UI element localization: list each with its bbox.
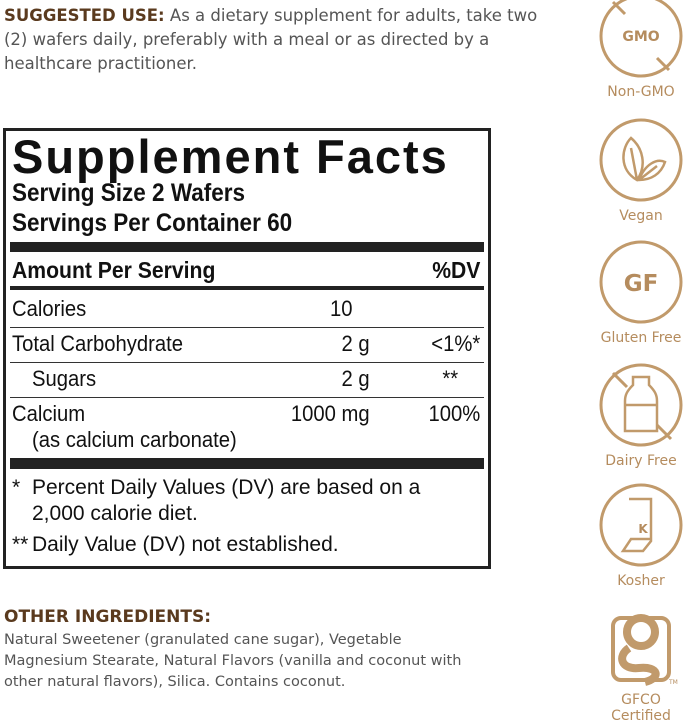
gf-text: GF xyxy=(624,271,659,297)
row-divider xyxy=(10,327,484,328)
badge-non-gmo: GMO Non-GMO xyxy=(599,0,683,100)
badge-dairy-free: Dairy Free xyxy=(599,363,683,469)
serving-size: Serving Size 2 Wafers xyxy=(12,179,246,207)
suggested-use-heading: SUGGESTED USE: xyxy=(4,6,165,25)
supplement-facts-panel: Supplement Facts Serving Size 2 Wafers S… xyxy=(3,128,491,569)
row-divider xyxy=(10,362,484,363)
suggested-use: SUGGESTED USE: As a dietary supplement f… xyxy=(4,4,564,76)
badge-label: Kosher xyxy=(617,573,665,589)
footnote-1-cont: 2,000 calorie diet. xyxy=(32,502,198,525)
other-ingredients-heading: OTHER INGREDIENTS: xyxy=(4,607,212,627)
row-divider xyxy=(10,397,484,398)
row-name: Total Carbohydrate xyxy=(12,331,184,356)
row-amount: 1000 mg xyxy=(291,401,370,426)
other-ingredients-text: Natural Sweetener (granulated cane sugar… xyxy=(4,632,462,690)
dairy-free-icon xyxy=(599,363,683,447)
facts-title: Supplement Facts xyxy=(12,130,449,183)
row-dv: <1%* xyxy=(431,331,480,356)
amount-header: Amount Per Serving xyxy=(12,257,216,283)
tm-text: TM xyxy=(668,679,678,686)
vegan-leaf-icon xyxy=(599,118,683,202)
dv-header: %DV xyxy=(431,257,480,283)
row-name: Calcium xyxy=(12,401,86,426)
row-name: Calories xyxy=(12,296,87,321)
divider-thick xyxy=(10,458,484,469)
badge-label: Gluten Free xyxy=(600,330,682,346)
gmo-text: GMO xyxy=(622,29,659,45)
gluten-free-icon: GF xyxy=(599,240,683,324)
non-gmo-icon: GMO xyxy=(599,0,683,78)
badge-kosher: K Kosher xyxy=(599,483,683,589)
badge-label: Vegan xyxy=(619,208,663,224)
badge-label: Dairy Free xyxy=(605,453,677,469)
row-dv: 100% xyxy=(428,401,480,426)
footnote-1: Percent Daily Values (DV) are based on a xyxy=(32,476,421,499)
footnote-2: Daily Value (DV) not established. xyxy=(32,533,339,556)
divider-thick xyxy=(10,242,484,252)
divider-medium xyxy=(10,286,484,290)
row-sub: (as calcium carbonate) xyxy=(32,427,237,452)
footnote-mark: ** xyxy=(12,533,29,556)
badge-gluten-free: GF Gluten Free xyxy=(599,240,683,346)
badge-vegan: Vegan xyxy=(599,118,683,224)
row-dv: ** xyxy=(442,366,458,391)
kosher-icon: K xyxy=(599,483,683,567)
gfco-logo-icon: TM xyxy=(611,614,678,686)
footnote-mark: * xyxy=(12,476,21,499)
badge-label: GFCO Certified xyxy=(611,692,671,724)
badge-label: Non-GMO xyxy=(607,84,675,100)
row-name: Sugars xyxy=(32,366,97,391)
suggested-use-text: As a dietary supplement for adults, take… xyxy=(4,6,538,73)
row-amount: 2 g xyxy=(341,366,370,391)
row-amount: 10 xyxy=(329,296,352,321)
k-text: K xyxy=(638,522,648,536)
row-amount: 2 g xyxy=(341,331,370,356)
servings-per-container: Servings Per Container 60 xyxy=(12,209,293,237)
badge-gfco: TM GFCO Certified xyxy=(599,604,683,724)
